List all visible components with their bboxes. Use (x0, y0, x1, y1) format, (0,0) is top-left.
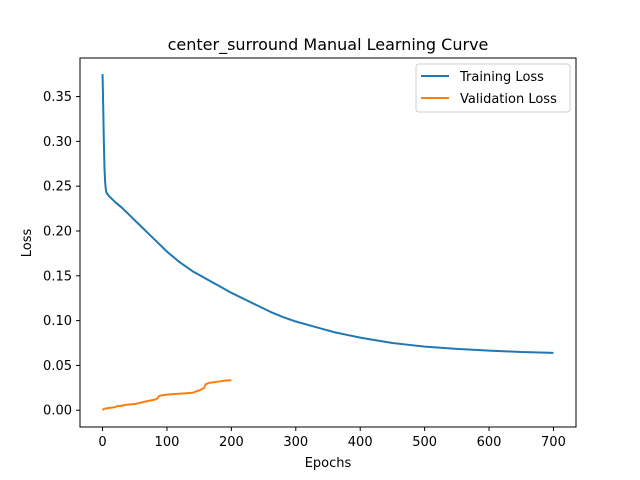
x-tick-label: 0 (98, 435, 106, 450)
x-tick-label: 600 (477, 435, 502, 450)
plot-area (79, 57, 577, 428)
series-line-training-loss (101, 74, 554, 354)
series-layer (101, 74, 554, 411)
x-tick-label: 100 (155, 435, 180, 450)
x-tick-label: 200 (219, 435, 244, 450)
legend-box (415, 63, 571, 113)
x-tick-label: 700 (541, 435, 566, 450)
legend-label-training: Training Loss (459, 70, 544, 85)
x-axis-label: Epochs (305, 456, 352, 471)
y-axis-label: Loss (20, 229, 35, 258)
axes-frame (79, 57, 577, 428)
y-tick-label: 0.25 (43, 180, 72, 195)
x-tick-label: 400 (348, 435, 373, 450)
y-tick-label: 0.35 (43, 90, 72, 105)
y-tick-label: 0.30 (43, 135, 72, 150)
x-axis: 0 100 200 300 400 500 600 700 (98, 427, 566, 450)
legend: Training Loss Validation Loss (415, 63, 571, 113)
x-tick-label: 300 (283, 435, 308, 450)
y-tick-label: 0.05 (43, 359, 72, 374)
y-tick-label: 0.10 (43, 314, 72, 329)
x-tick-label: 500 (412, 435, 437, 450)
series-line-validation-loss (101, 379, 232, 411)
y-tick-label: 0.15 (43, 269, 72, 284)
chart-title: center_surround Manual Learning Curve (168, 35, 489, 55)
legend-label-validation: Validation Loss (460, 92, 557, 107)
y-tick-label: 0.00 (43, 404, 72, 419)
y-tick-label: 0.20 (43, 224, 72, 239)
y-axis: 0.00 0.05 0.10 0.15 0.20 0.25 0.30 0.35 (43, 90, 80, 419)
